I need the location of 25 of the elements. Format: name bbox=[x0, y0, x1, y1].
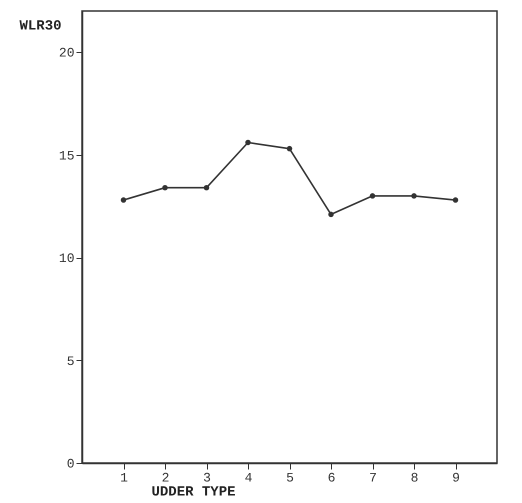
x-tick-label: 7 bbox=[369, 470, 377, 486]
x-tick-label: 1 bbox=[120, 470, 128, 486]
y-axis-title: WLR30 bbox=[19, 18, 62, 34]
point bbox=[204, 184, 210, 190]
point bbox=[162, 184, 168, 190]
y-tick-label: 20 bbox=[58, 46, 74, 61]
x-tick-label: 6 bbox=[328, 470, 336, 486]
point bbox=[286, 146, 292, 152]
x-tick-label: 8 bbox=[410, 470, 418, 486]
point bbox=[370, 193, 376, 199]
x-tick-label: 4 bbox=[244, 470, 253, 486]
y-tick-label: 10 bbox=[58, 251, 74, 266]
point bbox=[120, 197, 126, 203]
x-tick-label: 9 bbox=[452, 470, 460, 486]
point bbox=[452, 197, 458, 203]
x-axis-title: UDDER TYPE bbox=[151, 484, 236, 500]
point bbox=[411, 193, 417, 199]
x-tick-label: 3 bbox=[203, 470, 211, 486]
y-tick-label: 0 bbox=[66, 456, 74, 472]
y-tick-label: 15 bbox=[58, 148, 74, 164]
point bbox=[245, 140, 251, 146]
point bbox=[328, 212, 334, 218]
x-tick-label: 5 bbox=[286, 470, 294, 486]
x-tick-label: 2 bbox=[162, 470, 170, 486]
y-tick-label: 5 bbox=[66, 354, 74, 369]
